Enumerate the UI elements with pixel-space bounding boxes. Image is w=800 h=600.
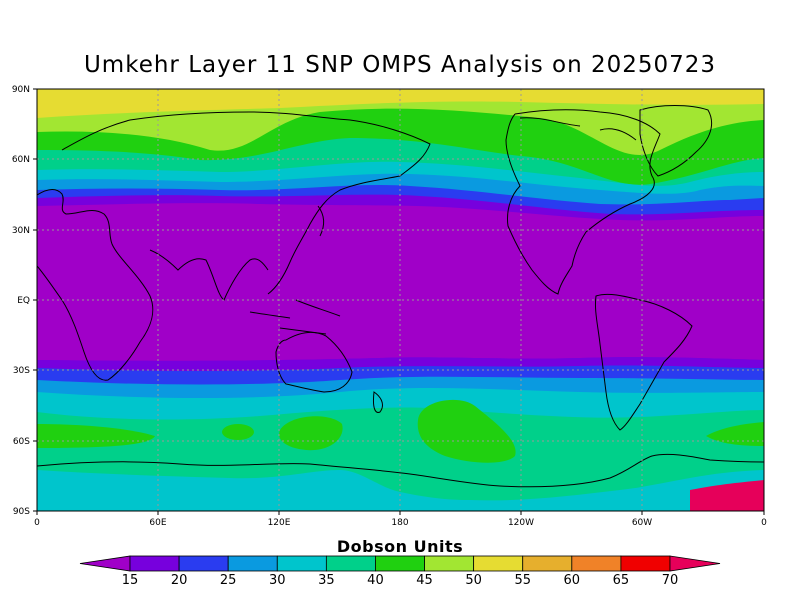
colorbar-segment (227, 555, 278, 572)
coast-europe-africa (37, 188, 154, 381)
colorbar-label: 20 (171, 573, 188, 588)
coast-north-america (505, 109, 661, 295)
coast-arctic-islands (519, 117, 637, 141)
colorbar-segments (79, 555, 721, 572)
colorbar-label: 40 (367, 573, 384, 588)
colorbar-label: 35 (318, 573, 335, 588)
colorbar-label: 45 (416, 573, 433, 588)
field-40-45-south-east (706, 422, 764, 446)
colorbar-label: 55 (514, 573, 531, 588)
lat-label: 60N (12, 155, 30, 165)
coast-asia-north (61, 111, 431, 295)
colorbar-label: 65 (613, 573, 630, 588)
lon-label: 0 (761, 518, 767, 528)
colorbar-segment (129, 555, 180, 572)
colorbar-label: 30 (269, 573, 286, 588)
graticule (37, 89, 764, 511)
coastlines (37, 105, 764, 488)
map-title: Umkehr Layer 11 SNP OMPS Analysis on 202… (83, 52, 717, 78)
field-40-45-south-west (37, 424, 155, 448)
colorbar-label: 25 (220, 573, 237, 588)
colorbar-segment (178, 555, 229, 572)
colorbar-segment (571, 555, 622, 572)
lat-label: 90N (12, 85, 30, 95)
colorbar-segment (424, 555, 475, 572)
colorbar-label: 15 (122, 573, 139, 588)
axis-ticks (33, 88, 765, 515)
colorbar-segment (79, 555, 131, 572)
field-below-15 (37, 203, 764, 361)
lon-label: 120W (508, 518, 534, 528)
colorbar-segment (325, 555, 376, 572)
lon-label: 60E (149, 518, 166, 528)
colorbar-segment (473, 555, 524, 572)
coast-greenland (639, 105, 712, 177)
colorbar-labels: 15 20 25 30 35 40 45 50 55 60 65 70 (122, 573, 679, 588)
lat-label: EQ (17, 296, 30, 306)
lon-label: 120E (268, 518, 291, 528)
longitude-labels: 0 60E 120E 180 120W 60W 0 (34, 518, 767, 528)
lon-label: 180 (391, 518, 408, 528)
coast-indonesia (249, 299, 341, 335)
colorbar-segment (620, 555, 671, 572)
colorbar-title: Dobson Units (336, 537, 464, 556)
colorbar-segment (276, 555, 327, 572)
coast-south-america (595, 293, 693, 431)
field-40-45-south-b (279, 416, 343, 451)
lat-label: 30N (12, 226, 30, 236)
colorbar-label: 70 (662, 573, 679, 588)
coast-japan (317, 205, 325, 237)
colorbar-label: 50 (465, 573, 482, 588)
field-40-45-south-c (417, 399, 516, 463)
field-above-70 (690, 480, 764, 511)
coast-australia (275, 332, 353, 393)
lat-label: 60S (13, 437, 30, 447)
ozone-field (37, 89, 764, 511)
coast-arabia-india (149, 249, 269, 301)
colorbar-label: 60 (564, 573, 581, 588)
field-30-35-antarctic (37, 470, 764, 511)
colorbar-segment (375, 555, 425, 572)
lat-label: 30S (13, 366, 30, 376)
colorbar-segment (669, 555, 721, 572)
lon-label: 0 (34, 518, 40, 528)
lon-label: 60W (632, 518, 652, 528)
field-40-45-south-a (222, 424, 254, 440)
colorbar-segment (522, 555, 573, 572)
coast-new-zealand (373, 391, 383, 413)
latitude-labels: 90N 60N 30N EQ 30S 60S 90S (12, 85, 30, 517)
coast-antarctica (37, 453, 764, 488)
lat-label: 90S (13, 507, 30, 517)
